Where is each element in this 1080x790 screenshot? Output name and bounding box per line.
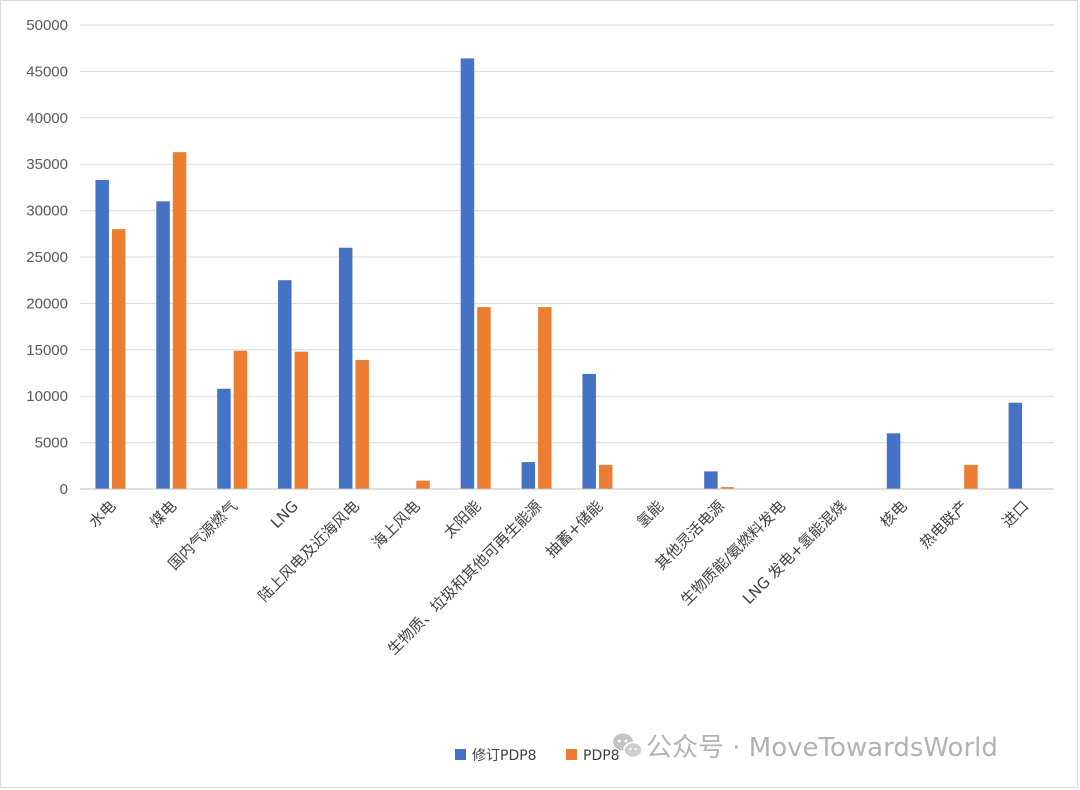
x-category-label: LNG [267,497,302,532]
bar-revised-pdp8 [217,388,231,489]
y-tick-label: 30000 [26,203,68,220]
bar-pdp8 [720,487,735,489]
y-tick-label: 15000 [26,342,68,359]
y-tick-label: 5000 [35,435,68,452]
x-category-label: 水电 [85,497,119,531]
bar-pdp8 [416,480,430,489]
y-tick-label: 0 [60,481,68,498]
grid-lines [80,24,1054,444]
bar-revised-pdp8 [1008,402,1023,489]
bar-pdp8 [598,464,613,489]
bar-revised-pdp8 [460,58,475,490]
x-category-label: LNG 发电+氢能混烧 [739,497,850,608]
x-category-label: 陆上风电及近海风电 [255,497,363,605]
bar-revised-pdp8 [704,471,718,489]
y-axis-ticks: 0 5000 10000 15000 20000 25000 30000 35000 40000… [26,17,68,498]
bar-pdp8 [172,152,187,490]
y-tick-label: 45000 [26,63,68,80]
legend-label-pdp8: PDP8 [583,748,620,764]
bar-pdp8 [233,350,248,489]
x-category-label: 太阳能 [440,497,485,542]
bar-revised-pdp8 [156,201,170,489]
y-tick-label: 35000 [26,156,68,173]
wechat-icon [613,733,643,759]
bar-revised-pdp8 [582,373,596,489]
bar-pdp8 [355,360,369,489]
bar-revised-pdp8 [521,462,536,489]
legend-label-revised-pdp8: 修订PDP8 [472,748,537,764]
x-category-label: 热电联产 [916,497,971,552]
bar-pdp8 [538,307,552,489]
bar-pdp8 [477,307,491,489]
x-category-label: 进口 [998,497,1032,531]
x-category-label: 氢能 [633,497,667,531]
bar-pdp8 [111,229,126,489]
bar-pdp8 [294,351,309,489]
x-category-label: 核电 [877,497,911,531]
y-tick-label: 50000 [26,17,68,34]
bar-revised-pdp8 [886,433,901,489]
bar-revised-pdp8 [95,179,109,489]
x-category-label: 抽蓄+储能 [542,497,606,561]
y-tick-label: 25000 [26,249,68,266]
x-category-label: 煤电 [146,497,180,531]
y-tick-label: 40000 [26,110,68,127]
bar-revised-pdp8 [338,247,353,489]
watermark-text: 公众号 · MoveTowardsWorld [646,733,998,763]
x-category-label: 海上风电 [368,497,423,552]
bar-pdp8 [964,464,978,489]
legend-swatch-revised-pdp8 [455,749,466,760]
y-tick-label: 20000 [26,295,68,312]
legend: 修订PDP8 PDP8 [455,748,620,764]
bar-revised-pdp8 [278,280,292,489]
watermark: 公众号 · MoveTowardsWorld [613,733,998,763]
bars [95,58,1023,490]
y-tick-label: 10000 [26,388,68,405]
x-category-label: 生物质能/氨燃料发电 [677,497,789,609]
legend-swatch-pdp8 [566,749,577,760]
